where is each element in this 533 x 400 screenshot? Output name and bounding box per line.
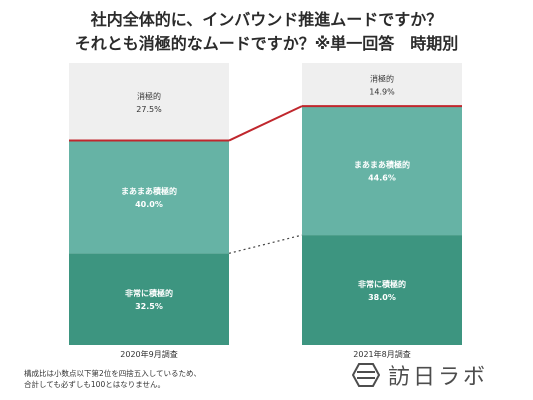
footnote-line-1: 構成比は小数点以下第2位を四捨五入しているため、 [24, 369, 202, 378]
positive-connector-line [228, 105, 303, 142]
bar-segment [69, 253, 229, 345]
hexagon-logo-icon [352, 363, 380, 387]
segment-series-label: 非常に積極的 [358, 279, 406, 289]
bar-segment [69, 140, 229, 254]
segment-series-label: まあまあ積極的 [354, 160, 410, 170]
segment-value-label: 44.6% [368, 174, 396, 183]
segment-series-label: まあまあ積極的 [121, 186, 177, 196]
bar-segment [302, 63, 462, 107]
bar-segment [69, 63, 229, 141]
footnote: 構成比は小数点以下第2位を四捨五入しているため、 合計しても必ずしも100とはな… [24, 368, 201, 390]
segment-series-label: 消極的 [370, 74, 394, 84]
footnote-line-2: 合計しても必ずしも100とはなりません。 [24, 380, 165, 389]
brand-logo-text: 訪日ラボ [388, 365, 489, 390]
x-tick-label: 2020年9月調査 [120, 349, 177, 359]
chart-title-line-1: 社内全体的に、インバウンド推進ムードですか？ [90, 10, 443, 29]
segment-series-label: 消極的 [137, 91, 161, 101]
brand-logo: 訪日ラボ [352, 360, 488, 390]
segment-value-label: 32.5% [135, 302, 163, 311]
segment-value-label: 27.5% [136, 105, 162, 114]
x-tick-label: 2021年8月調査 [353, 349, 410, 359]
segment-series-label: 非常に積極的 [125, 288, 173, 298]
segment-value-label: 14.9% [369, 88, 395, 97]
strong-connector-line [228, 234, 303, 254]
bar-segment [302, 235, 462, 345]
chart-title-line-2: それとも消極的なムードですか？※単一回答 時期別 [74, 34, 459, 53]
segment-value-label: 38.0% [368, 293, 396, 302]
segment-value-label: 40.0% [135, 200, 163, 209]
bar-segment [302, 106, 462, 236]
